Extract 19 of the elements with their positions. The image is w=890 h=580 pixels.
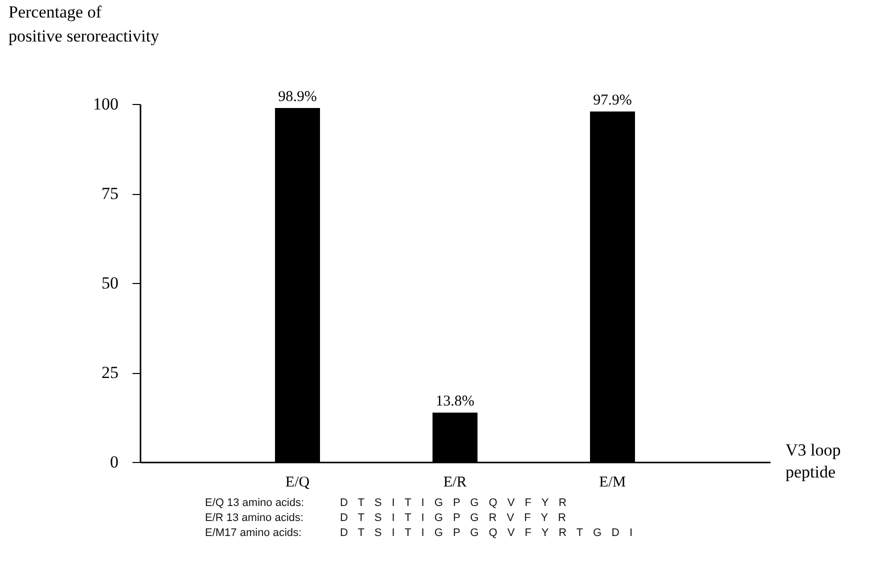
text: D T S I T I G P G Q V F Y R xyxy=(340,497,569,509)
y-tick-label: 0 xyxy=(110,452,118,472)
y-tick-label: 50 xyxy=(102,274,118,292)
text: D T S I T I G P G Q V F Y R T G D I xyxy=(340,527,634,539)
data-label: 13.8% xyxy=(436,394,474,410)
x-tick-label: E/M xyxy=(599,474,626,490)
text: E/R 13 amino acids: xyxy=(205,512,304,524)
y-axis-title: Percentage of positive seroreactivity xyxy=(8,2,160,46)
x-tick-label: E/R xyxy=(443,474,467,490)
text: E/M17 amino acids: xyxy=(205,527,303,539)
y-tick-label: 100 xyxy=(93,94,118,114)
data-label: 98.9% xyxy=(278,88,317,105)
x-axis-title: V3 loop peptide xyxy=(786,440,841,482)
y-tick-label: 25 xyxy=(102,363,118,382)
text: E/Q 13 amino acids: xyxy=(205,497,306,509)
x-tick-label: E/Q xyxy=(285,474,310,490)
text: D T S I T I G P G R V F Y R xyxy=(340,512,568,524)
data-label: 97.9% xyxy=(593,92,632,109)
y-tick-label: 75 xyxy=(102,184,118,203)
